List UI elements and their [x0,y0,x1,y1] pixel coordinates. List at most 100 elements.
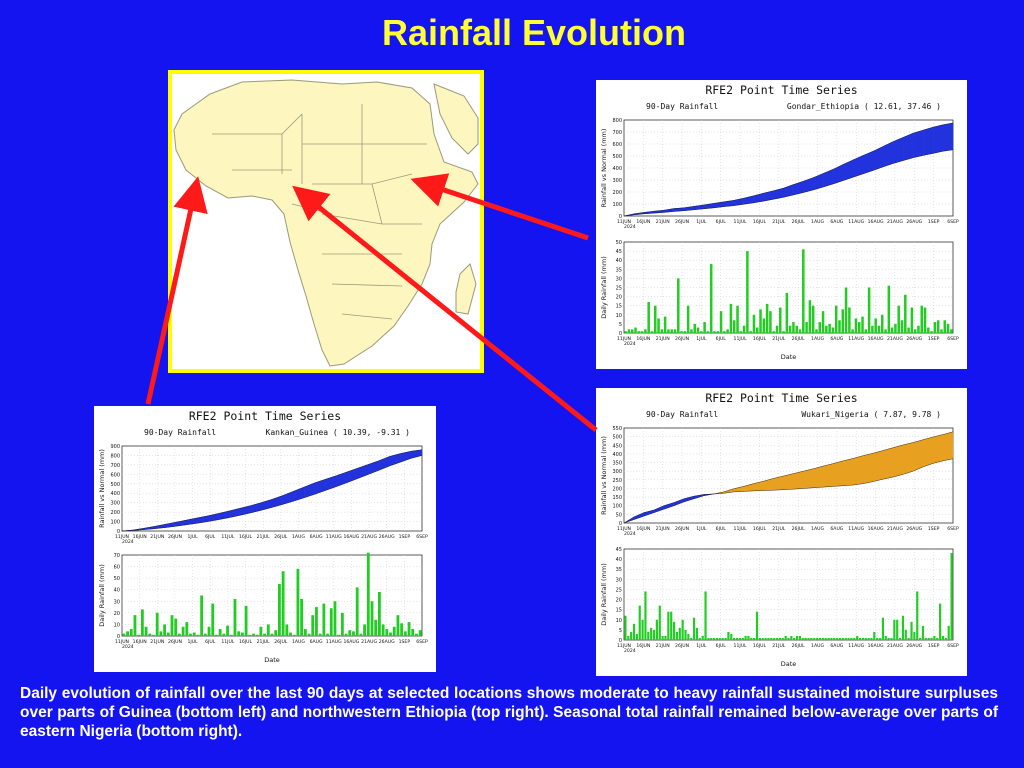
daily-bar [315,607,318,636]
top-ytick-label: 700 [110,463,120,469]
daily-bar [933,635,936,640]
daily-bar [159,631,163,636]
daily-bar [407,622,411,636]
bottom-xtick-label: 6JUL [205,639,216,645]
daily-bar [640,331,644,333]
daily-bar [181,626,185,636]
bottom-ytick-label: 35 [616,567,622,573]
top-ytick-label: 0 [619,521,622,527]
daily-bar [348,630,352,636]
daily-bar [658,605,661,640]
bottom-xtick-label: 11JUN [617,643,631,649]
bottom-ytick-label: 0 [619,331,622,337]
daily-bar [678,627,681,640]
top-ytick-label: 50 [616,512,622,518]
bottom-ytick-label: 0 [117,634,120,640]
top-xtick-label: 11JUN [617,526,631,532]
caption: Daily evolution of rainfall over the las… [20,685,998,740]
daily-bar [730,633,733,640]
top-ylabel: Rainfall vs Normal (mm) [98,449,106,528]
daily-bar [657,318,660,333]
anomaly-area-segment [892,137,904,164]
bottom-xtick-label: 26JUL [274,639,288,645]
daily-bar [684,629,687,640]
daily-bar [389,632,392,636]
daily-bar [943,320,947,333]
daily-bar [370,601,374,636]
daily-bar [670,611,673,640]
top-xtick-label: 1AUG [811,526,824,532]
daily-bar [192,632,196,636]
wukari-chart-svg: RFE2 Point Time Series 90-Day Rainfall Wuk… [600,391,959,668]
daily-bar [266,624,270,636]
anomaly-area-segment [902,132,914,161]
top-ytick-label: 200 [612,486,622,492]
bottom-ylabel: Daily Rainfall (mm) [600,563,608,625]
daily-bar [200,595,204,636]
daily-bar [137,634,141,636]
series-line-actual [623,458,954,524]
top-ytick-label: 700 [612,130,622,136]
chart-title: RFE2 Point Time Series [189,409,341,423]
top-xtick-label: 21JUN [656,526,670,532]
bottom-xtick-label: 16JUN [636,336,650,342]
daily-bar [795,635,799,640]
bottom-xtick-label: 21JUN [150,639,164,645]
bottom-xtick-label: 1AUG [811,643,824,649]
daily-bar [857,322,861,333]
bottom-ytick-label: 15 [616,608,622,614]
daily-bar [727,631,730,640]
daily-bar [326,633,329,636]
daily-bar [719,311,723,333]
daily-bar [913,329,917,333]
daily-bar [152,634,155,636]
gondar-chart: RFE2 Point Time Series 90-Day Rainfall Gon… [596,80,967,369]
daily-bar [838,637,842,640]
top-ytick-label: 300 [612,178,622,184]
daily-bar [650,331,654,333]
top-xtick-label: 16JUN [133,534,147,540]
top-year-label: 2024 [624,531,636,537]
daily-bar [667,329,670,333]
anomaly-area-segment [922,436,934,468]
bottom-xtick-label: 26JUN [675,336,689,342]
daily-bar [218,629,222,636]
daily-bar [904,629,907,640]
bottom-xtick-label: 6AUG [310,639,323,645]
daily-bar [861,637,864,640]
daily-bar [738,637,741,640]
top-xtick-label: 1SEP [928,526,940,532]
top-ytick-label: 0 [619,214,622,220]
daily-bar [847,637,850,640]
daily-bar [701,635,704,640]
anomaly-area-segment [843,458,854,486]
daily-bar [910,621,913,640]
daily-bar [140,609,144,636]
chart-subtitle-left: 90-Day Rainfall [646,410,718,419]
daily-bar [887,637,890,640]
top-xtick-label: 6SEP [947,526,959,532]
daily-bar [769,311,772,333]
chart-title: RFE2 Point Time Series [705,391,857,405]
daily-bar [355,587,359,636]
top-xtick-label: 1SEP [928,219,940,225]
bottom-xtick-label: 16JUN [636,643,650,649]
daily-bar [222,633,226,636]
daily-bar [920,305,923,333]
top-xtick-label: 16AUG [868,526,884,532]
daily-bar [638,605,641,640]
bottom-xtick-label: 26JUN [168,639,182,645]
daily-bar [894,323,897,333]
daily-bar [793,637,796,640]
daily-bar [816,637,819,640]
daily-bar [853,637,856,640]
top-xtick-label: 6SEP [416,534,428,540]
daily-bar [374,619,378,636]
bottom-ylabel: Daily Rainfall (mm) [98,564,106,626]
top-ytick-label: 600 [110,472,120,478]
bottom-xtick-label: 21AUG [361,639,377,645]
daily-bar [850,637,853,640]
daily-bar [690,329,693,333]
daily-bar [801,637,804,640]
daily-bar [790,635,793,640]
